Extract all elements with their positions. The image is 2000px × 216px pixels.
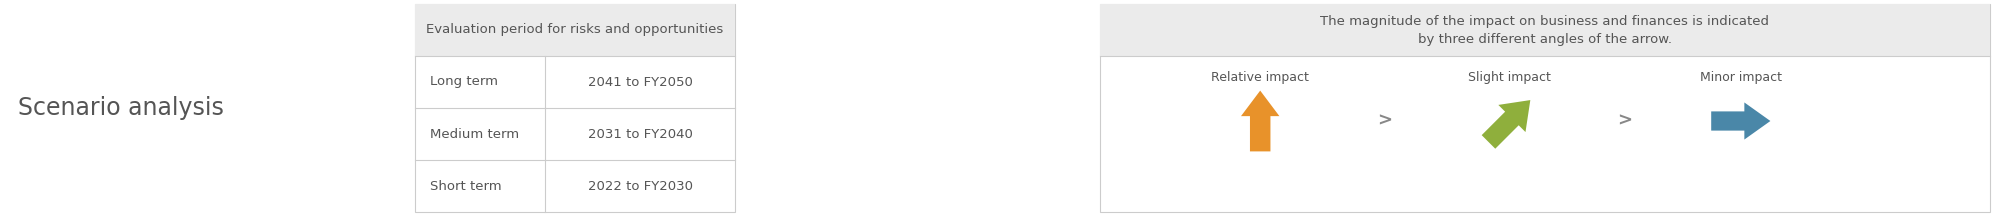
Text: Long term: Long term <box>430 76 498 89</box>
Text: Short term: Short term <box>430 179 502 192</box>
Text: Evaluation period for risks and opportunities: Evaluation period for risks and opportun… <box>426 24 724 37</box>
Text: The magnitude of the impact on business and finances is indicated: The magnitude of the impact on business … <box>1320 14 1770 27</box>
Text: Relative impact: Relative impact <box>1212 71 1310 84</box>
Bar <box>416 4 736 56</box>
Text: by three different angles of the arrow.: by three different angles of the arrow. <box>1418 32 1672 46</box>
Text: Minor impact: Minor impact <box>1700 71 1782 84</box>
Text: Medium term: Medium term <box>430 127 520 140</box>
Text: Scenario analysis: Scenario analysis <box>18 96 224 120</box>
Text: 2031 to FY2040: 2031 to FY2040 <box>588 127 692 140</box>
Text: >: > <box>1618 112 1632 130</box>
Text: >: > <box>1378 112 1392 130</box>
Text: 2022 to FY2030: 2022 to FY2030 <box>588 179 692 192</box>
Polygon shape <box>1482 100 1530 149</box>
Bar <box>416 4 736 212</box>
Text: Slight impact: Slight impact <box>1468 71 1550 84</box>
Bar <box>1100 4 1990 56</box>
Bar <box>1100 4 1990 212</box>
Polygon shape <box>1712 102 1770 140</box>
Polygon shape <box>1240 91 1280 151</box>
Text: 2041 to FY2050: 2041 to FY2050 <box>588 76 692 89</box>
